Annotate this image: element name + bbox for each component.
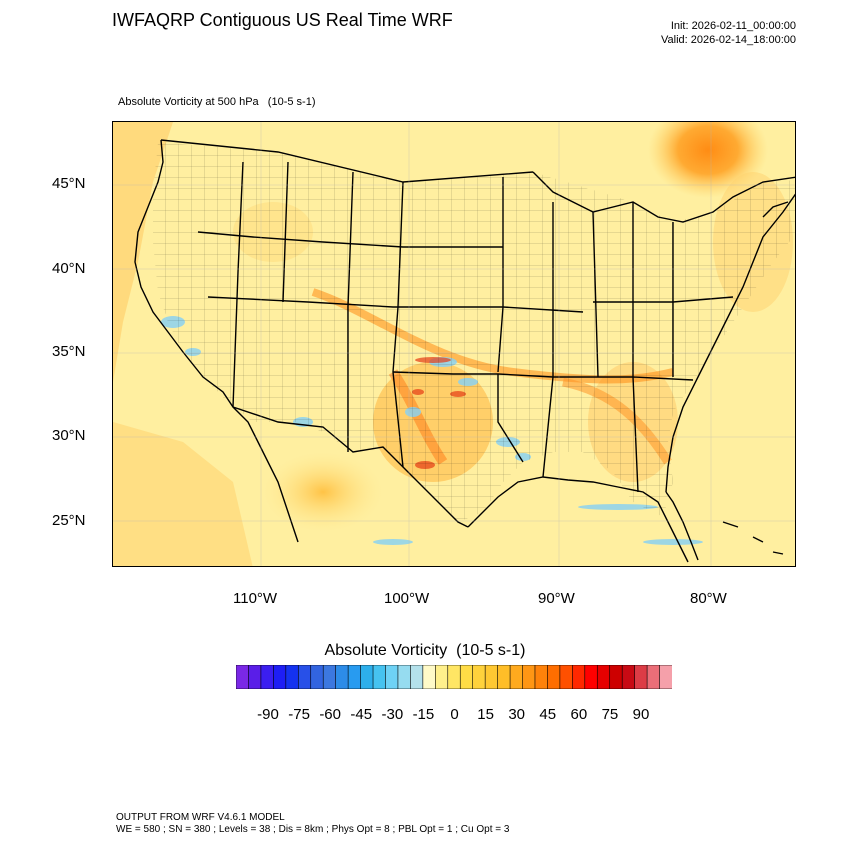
colorbar-swatch bbox=[522, 665, 536, 689]
mexico-vorticity-blob bbox=[263, 452, 383, 532]
colorbar-tick-label: 45 bbox=[539, 706, 557, 723]
colorbar-swatch bbox=[547, 665, 561, 689]
colorbar-swatch bbox=[584, 665, 598, 689]
lat-label-35: 35°N bbox=[52, 343, 86, 360]
colorbar-swatch bbox=[335, 665, 349, 689]
colorbar-swatch bbox=[360, 665, 374, 689]
valid-time: Valid: 2026-02-14_18:00:00 bbox=[661, 34, 796, 46]
colorbar-swatch bbox=[435, 665, 449, 689]
model-settings: WE = 580 ; SN = 380 ; Levels = 38 ; Dis … bbox=[116, 824, 510, 835]
colorbar-swatch bbox=[447, 665, 461, 689]
colorbar-swatch bbox=[322, 665, 337, 689]
colorbar-swatch bbox=[372, 665, 387, 689]
model-footer: OUTPUT FROM WRF V4.6.1 MODEL bbox=[116, 812, 285, 823]
colorbar-tick-label: -75 bbox=[288, 706, 310, 723]
colorbar-swatch bbox=[248, 665, 262, 689]
colorbar-tick-label: 75 bbox=[601, 706, 619, 723]
colorbar-swatch bbox=[260, 665, 274, 689]
colorbar-swatch bbox=[459, 665, 474, 689]
init-time: Init: 2026-02-11_00:00:00 bbox=[670, 20, 796, 32]
lon-label-110w: 110°W bbox=[233, 590, 278, 607]
colorbar-tick-label: -45 bbox=[350, 706, 373, 723]
colorbar-swatch bbox=[509, 665, 524, 689]
legend-title: Absolute Vorticity (10-5 s-1) bbox=[324, 642, 526, 659]
colorbar-swatch bbox=[285, 665, 299, 689]
lon-label-100w: 100°W bbox=[384, 590, 430, 607]
colorbar-swatch bbox=[634, 665, 648, 689]
colorbar-swatch bbox=[497, 665, 511, 689]
vorticity-map bbox=[113, 122, 795, 566]
colorbar-tick-label: 60 bbox=[570, 706, 588, 723]
colorbar-tick-label: -30 bbox=[381, 706, 404, 723]
colorbar-swatch bbox=[397, 665, 412, 689]
colorbar-swatch bbox=[410, 665, 424, 689]
colorbar-swatch bbox=[422, 665, 436, 689]
colorbar-tick-label: -15 bbox=[412, 706, 435, 723]
lat-label-45: 45°N bbox=[52, 175, 86, 192]
colorbar-tick-label: 90 bbox=[632, 706, 650, 723]
pacific-field bbox=[113, 122, 173, 382]
map-plot bbox=[112, 121, 796, 567]
colorbar-tick-label: -60 bbox=[319, 706, 341, 723]
lon-label-90w: 90°W bbox=[538, 590, 575, 607]
colorbar-swatch bbox=[273, 665, 287, 689]
colorbar-tick-label: -90 bbox=[257, 706, 279, 723]
colorbar-swatch bbox=[621, 665, 636, 689]
colorbar-swatch bbox=[484, 665, 499, 689]
colorbar-swatch bbox=[297, 665, 312, 689]
lon-label-80w: 80°W bbox=[690, 590, 727, 607]
colorbar-swatch bbox=[310, 665, 324, 689]
colorbar-swatch bbox=[646, 665, 661, 689]
colorbar-tick-label: 15 bbox=[477, 706, 494, 723]
colorbar-swatch bbox=[534, 665, 549, 689]
colorbar-swatch bbox=[347, 665, 362, 689]
lat-label-25: 25°N bbox=[52, 512, 86, 529]
colorbar-tick-label: 0 bbox=[450, 706, 459, 723]
colorbar-swatch bbox=[659, 665, 672, 689]
colorbar-tick-label: 30 bbox=[508, 706, 525, 723]
colorbar-swatch bbox=[596, 665, 611, 689]
colorbar-swatch bbox=[385, 665, 399, 689]
colorbar-swatch bbox=[609, 665, 623, 689]
field-label: Absolute Vorticity at 500 hPa (10-5 s-1) bbox=[118, 96, 316, 108]
state-boundaries bbox=[134, 139, 795, 563]
colorbar bbox=[236, 665, 672, 689]
colorbar-swatch bbox=[559, 665, 573, 689]
colorbar-swatch bbox=[572, 665, 586, 689]
lat-label-30: 30°N bbox=[52, 427, 86, 444]
map-title: IWFAQRP Contiguous US Real Time WRF bbox=[112, 10, 453, 30]
lat-label-40: 40°N bbox=[52, 260, 86, 277]
colorbar-swatch bbox=[472, 665, 486, 689]
colorbar-swatch bbox=[236, 665, 250, 689]
